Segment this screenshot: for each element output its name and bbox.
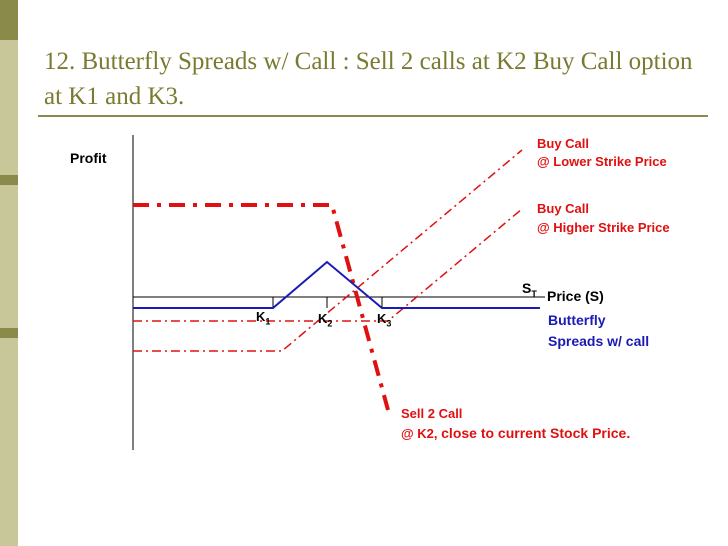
- price-axis-label: Price (S): [547, 288, 604, 304]
- slide-title: 12. Butterfly Spreads w/ Call : Sell 2 c…: [44, 48, 693, 110]
- k3-label: K3: [377, 311, 391, 329]
- st-marker-main: S: [522, 280, 532, 296]
- legend-butterfly-line2: Spreads w/ call: [548, 333, 650, 349]
- k2-label-sub: 2: [327, 318, 333, 329]
- legend-sell2-line1: Sell 2 Call: [401, 406, 463, 421]
- st-marker: ST: [522, 280, 537, 299]
- profit-axis-label: Profit: [70, 150, 107, 166]
- title-rule: [38, 115, 708, 117]
- k2-label-main: K: [318, 311, 328, 326]
- butterfly-payoff-line: [133, 260, 540, 309]
- legend-sell2-emphasis: close to current Stock Price.: [441, 425, 631, 441]
- legend-buy-lower-line1: Buy Call: [537, 136, 590, 151]
- sidebar-accent-mid: [0, 175, 18, 185]
- slide-sidebar: [0, 0, 18, 546]
- sidebar-accent-low: [0, 328, 18, 338]
- k3-label-sub: 3: [386, 318, 392, 329]
- k2-label: K2: [318, 311, 332, 329]
- legend-butterfly-line1: Butterfly: [548, 312, 606, 328]
- sidebar-accent-top: [0, 0, 18, 40]
- k3-label-main: K: [377, 311, 387, 326]
- k1-label: K1: [256, 309, 270, 327]
- k1-label-sub: 1: [265, 316, 271, 327]
- k1-label-main: K: [256, 309, 266, 324]
- legend-buy-higher-line1: Buy Call: [537, 201, 590, 216]
- legend-sell2-line2: @ K2, close to current Stock Price.: [401, 425, 630, 441]
- legend-buy-higher-line2: @ Higher Strike Price: [537, 220, 670, 235]
- legend-sell2-prefix: @ K2,: [401, 426, 442, 441]
- st-marker-sub: T: [531, 288, 537, 299]
- buy-call-higher-strike-line: [133, 208, 523, 322]
- legend-buy-lower-line2: @ Lower Strike Price: [537, 154, 667, 169]
